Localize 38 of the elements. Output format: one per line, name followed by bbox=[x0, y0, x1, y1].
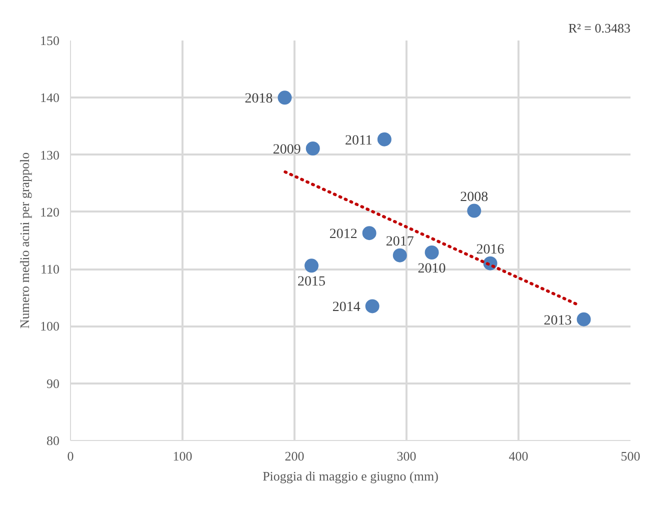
y-tick-label: 130 bbox=[40, 147, 60, 162]
annotation: 2008 bbox=[460, 190, 488, 205]
annotation: 2015 bbox=[298, 274, 326, 290]
point bbox=[576, 312, 591, 326]
x-tick-label: 0 bbox=[67, 448, 74, 464]
point bbox=[467, 204, 482, 218]
point bbox=[365, 299, 380, 314]
annotation: 2009 bbox=[272, 142, 301, 158]
annotation: 2014 bbox=[332, 300, 360, 316]
x-axis-title: Pioggia di maggio e giugno (mm) bbox=[262, 468, 438, 484]
x-tick-label: 100 bbox=[172, 448, 192, 464]
y-tick-label: 150 bbox=[40, 33, 60, 48]
point bbox=[304, 258, 319, 273]
y-axis-title: Numero medio acini per grappolo bbox=[17, 152, 32, 329]
annotation: 2012 bbox=[329, 227, 358, 242]
x-tick-label: 300 bbox=[396, 448, 416, 464]
y-tick-label: 90 bbox=[46, 376, 60, 391]
y-tick-label: 120 bbox=[40, 204, 60, 220]
y-tick-label: 80 bbox=[46, 433, 60, 448]
x-tick-label: 200 bbox=[284, 448, 304, 464]
text: R² = 0.3483 bbox=[568, 20, 631, 36]
y-tick-label: 140 bbox=[40, 90, 60, 106]
y-tick-label: 110 bbox=[40, 262, 60, 277]
annotation: 2018 bbox=[244, 92, 273, 107]
point bbox=[392, 248, 407, 262]
annotation: 2017 bbox=[386, 234, 414, 250]
point bbox=[424, 246, 439, 260]
y-tick-label: 100 bbox=[40, 318, 60, 334]
annotation: 2010 bbox=[418, 262, 446, 276]
annotation: 2013 bbox=[544, 313, 572, 328]
x-tick-label: 500 bbox=[620, 448, 640, 464]
point bbox=[306, 142, 320, 156]
point bbox=[278, 90, 292, 105]
x-tick-label: 400 bbox=[508, 448, 528, 464]
point bbox=[362, 226, 376, 240]
annotation: 2011 bbox=[344, 133, 372, 148]
point bbox=[377, 132, 392, 146]
annotation: 2016 bbox=[476, 242, 504, 258]
